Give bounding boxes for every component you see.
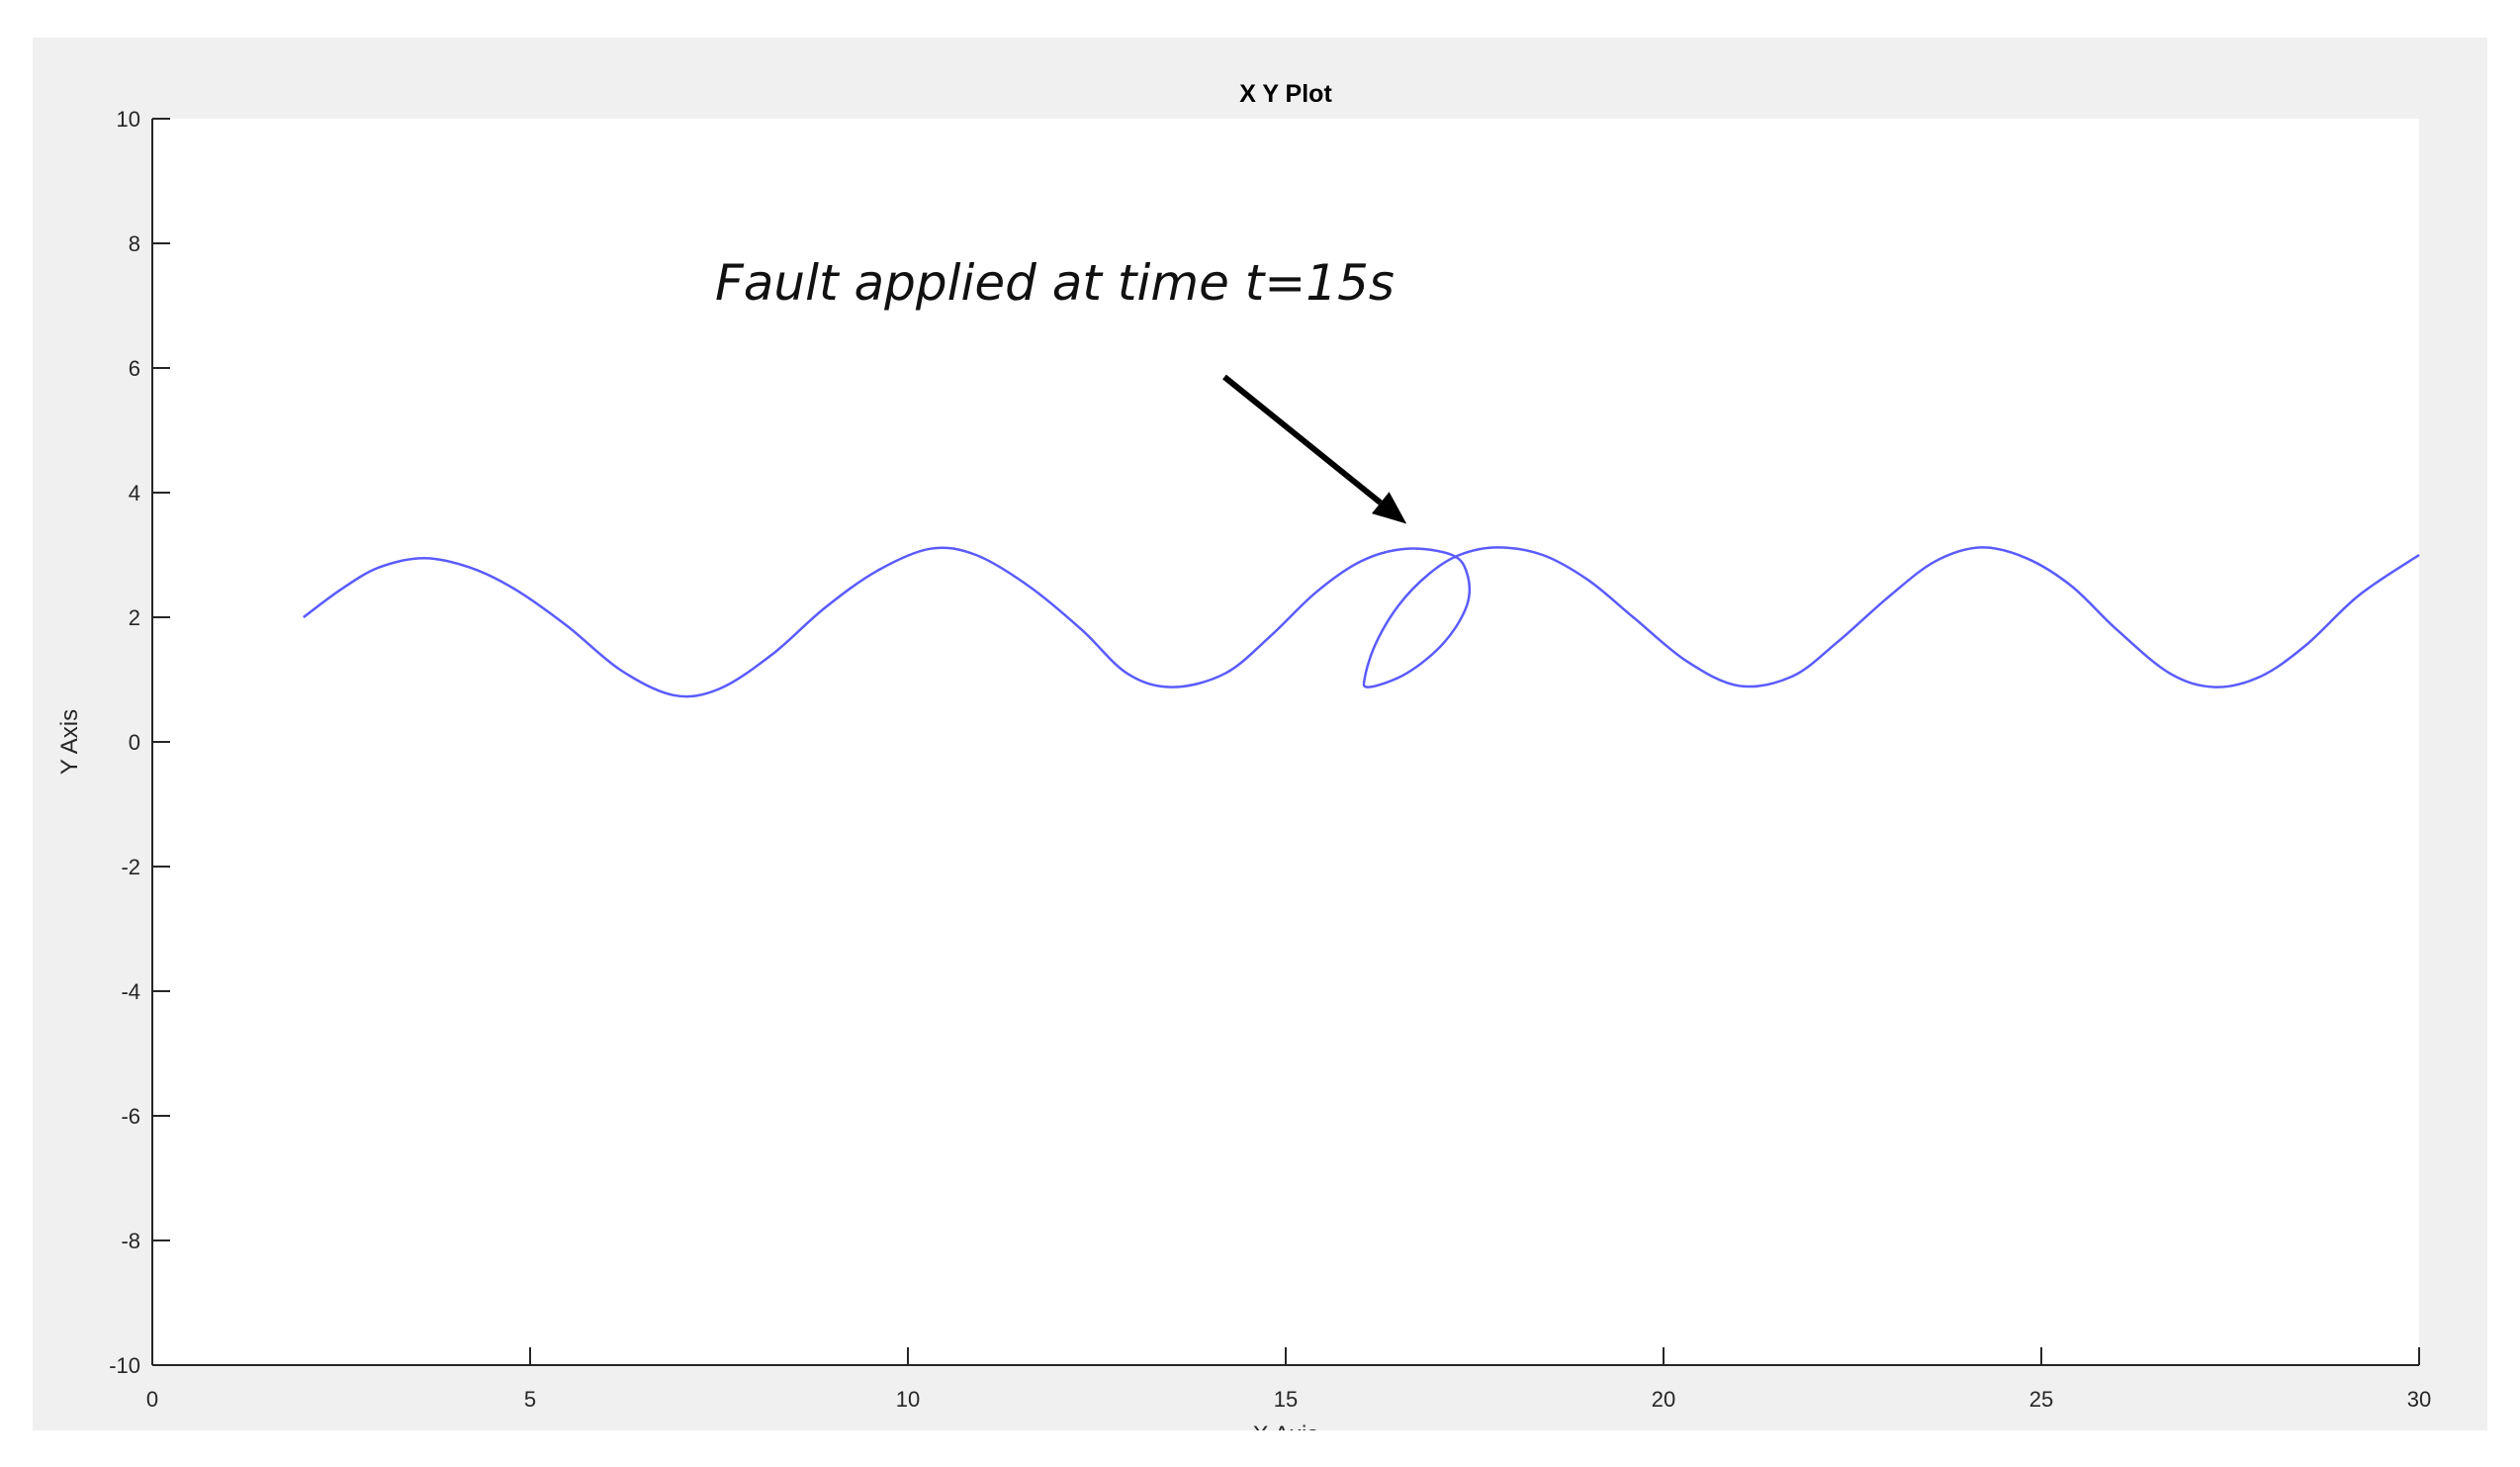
annotation-text: Fault applied at time t=15s — [715, 254, 1395, 312]
x-tick-label: 0 — [146, 1387, 158, 1412]
y-tick-label: 8 — [129, 231, 140, 256]
y-tick-label: 10 — [117, 107, 140, 132]
ticks: 0 5 10 15 20 25 30 -10 -8 -6 -4 -2 0 2 4 6 8 10 — [109, 107, 2431, 1412]
y-tick-label: -8 — [121, 1229, 140, 1253]
y-tick-label: 2 — [129, 605, 140, 630]
y-tick-label: 0 — [129, 730, 140, 755]
x-tick-label: 10 — [896, 1387, 920, 1412]
y-tick-label: 6 — [129, 356, 140, 381]
y-tick-label: -4 — [121, 979, 140, 1004]
y-axis-label: Y Axis — [56, 709, 83, 775]
x-tick-label: 25 — [2029, 1387, 2053, 1412]
y-tick-label: 4 — [129, 481, 140, 505]
y-tick-label: -10 — [109, 1353, 140, 1378]
annotation-layer: Fault applied at time t=15s — [715, 254, 1407, 524]
y-tick-label: -2 — [121, 855, 140, 879]
y-tick-label: -6 — [121, 1104, 140, 1129]
figure-window: 0 5 10 15 20 25 30 -10 -8 -6 -4 -2 0 2 4 6 8 10 X Y Plot … — [33, 38, 2487, 1430]
x-axis-label: X Axis — [1253, 1421, 1319, 1430]
series-line — [303, 546, 2420, 698]
annotation-arrowhead — [1372, 492, 1407, 524]
x-tick-label: 5 — [524, 1387, 536, 1412]
series-layer — [303, 546, 2420, 698]
x-tick-label: 20 — [1652, 1387, 1675, 1412]
x-tick-label: 15 — [1274, 1387, 1298, 1412]
plot-area — [152, 119, 2419, 1365]
annotation-arrow — [1222, 374, 1383, 505]
chart-title: X Y Plot — [1239, 80, 1332, 108]
x-tick-label: 30 — [2407, 1387, 2431, 1412]
